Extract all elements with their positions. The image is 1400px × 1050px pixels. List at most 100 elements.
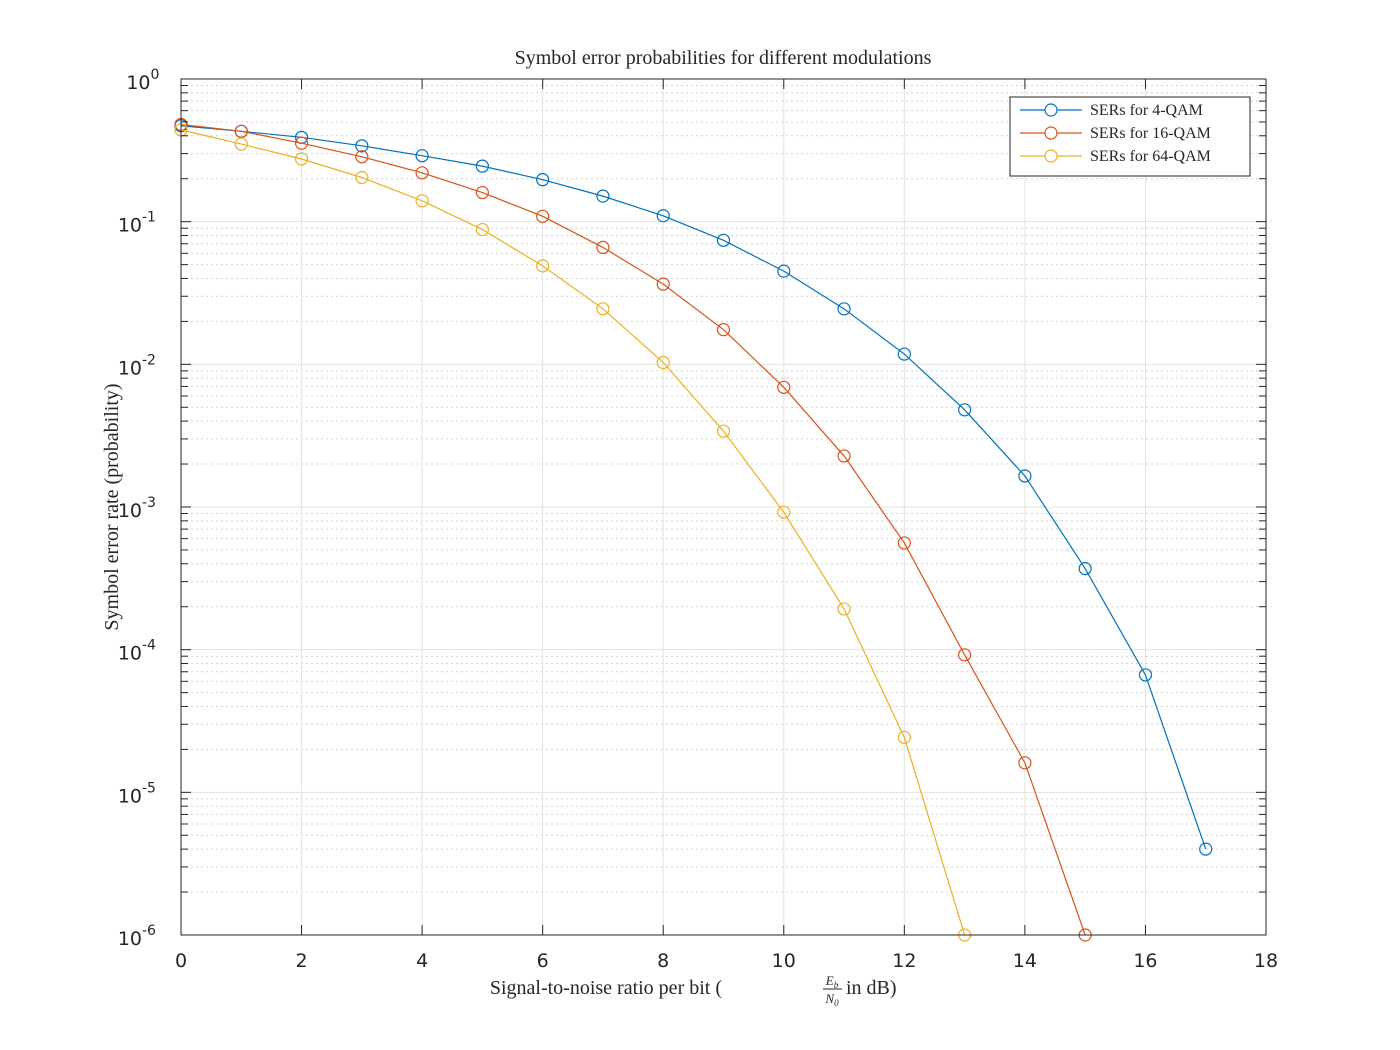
series-line: [180, 123, 1086, 936]
x-tick-label: 8: [657, 950, 669, 972]
data-point: [475, 222, 489, 237]
data-point: [716, 323, 731, 337]
data-point: [1138, 668, 1153, 682]
fraction-numerator: E: [825, 973, 834, 988]
y-tick-label-exponent: -2: [142, 352, 156, 368]
plot-area: 0 2 4 6 8 10 12 14 16 18 10 010 -110 -210 -310 -410 -51…: [118, 67, 1278, 972]
y-tick-label: 10 -6: [118, 923, 156, 950]
chart-title: Symbol error probabilities for different…: [515, 47, 932, 69]
data-point: [777, 505, 791, 519]
x-ticks: 0 2 4 6 8 10 12 14 16 18: [175, 79, 1278, 972]
data-point: [716, 233, 731, 247]
data-point: [897, 347, 911, 361]
x-tick-label: 10: [772, 950, 796, 972]
legend-marker: [1044, 149, 1058, 163]
series-line: [180, 129, 966, 936]
data-point: [897, 536, 911, 550]
data-point: [656, 355, 670, 370]
y-tick-label-exponent: -5: [142, 780, 156, 796]
legend-entry[interactable]: SERs for 4-QAM: [1020, 102, 1203, 119]
fraction-denominator: N: [824, 991, 835, 1006]
data-point: [958, 648, 972, 662]
data-point: [294, 136, 309, 150]
x-tick-label: 2: [296, 950, 308, 972]
series-line: [180, 125, 1207, 850]
y-tick-label: 10 -5: [118, 780, 156, 807]
data-point: [355, 139, 369, 153]
y-tick-label-base: 10: [118, 357, 142, 379]
x-tick-label: 4: [416, 950, 428, 972]
data-point: [656, 277, 670, 291]
legend[interactable]: SERs for 4-QAM SERs for 16-QAM SERs for 64…: [1009, 96, 1251, 177]
data-point: [837, 302, 851, 316]
data-point: [837, 602, 851, 616]
data-point: [475, 185, 489, 200]
y-tick-label-exponent: -4: [142, 638, 156, 654]
data-point: [1078, 562, 1092, 576]
y-tick-label: 10 -2: [118, 352, 156, 379]
data-point: [596, 302, 610, 316]
legend-label: SERs for 4-QAM: [1090, 102, 1203, 119]
data-point: [897, 730, 911, 744]
data-point: [234, 124, 248, 138]
data-point: [355, 150, 369, 164]
y-tick-label: 10 0: [126, 67, 159, 94]
y-tick-label: 10 -1: [118, 210, 156, 237]
data-point: [837, 449, 851, 463]
x-axis-label-main: Signal-to-noise ratio per bit (: [490, 977, 723, 999]
data-point: [777, 380, 791, 394]
x-axis-label-fraction: Eb N0: [823, 973, 842, 1008]
x-tick-label: 18: [1254, 950, 1278, 972]
data-point: [294, 152, 309, 166]
y-tick-label-base: 10: [118, 215, 142, 237]
fraction-numerator-sub: b: [834, 980, 839, 990]
legend-entry[interactable]: SERs for 64-QAM: [1020, 148, 1211, 165]
x-axis-label-tail: in dB): [846, 977, 897, 999]
data-point: [475, 159, 489, 173]
legend-label: SERs for 64-QAM: [1090, 148, 1211, 165]
y-tick-label-exponent: -6: [142, 923, 156, 939]
legend-marker: [1044, 126, 1058, 140]
svg-text:N0: N0: [824, 991, 839, 1008]
fraction-denominator-sub: 0: [834, 998, 839, 1008]
y-tick-label-base: 10: [118, 500, 142, 522]
data-point: [415, 149, 429, 163]
data-point: [1199, 842, 1213, 856]
data-point: [355, 170, 369, 185]
y-tick-label-base: 10: [118, 785, 142, 807]
x-tick-label: 14: [1013, 950, 1037, 972]
x-tick-label: 12: [892, 950, 916, 972]
x-tick-label: 6: [537, 950, 549, 972]
svg-text:Eb: Eb: [825, 973, 839, 990]
series-2: [174, 123, 972, 942]
y-tick-label-exponent: -3: [142, 495, 156, 511]
data-point: [536, 259, 550, 273]
data-point: [536, 173, 550, 187]
y-tick-label-exponent: -1: [142, 210, 156, 226]
series-layer: [174, 117, 1213, 942]
legend-label: SERs for 16-QAM: [1090, 125, 1211, 142]
data-point: [777, 264, 791, 278]
data-point: [415, 194, 429, 208]
legend-entry[interactable]: SERs for 16-QAM: [1020, 125, 1211, 142]
data-point: [536, 209, 550, 223]
y-tick-label-exponent: 0: [151, 67, 160, 83]
data-point: [656, 209, 670, 223]
y-tick-label-base: 10: [118, 928, 142, 950]
legend-items: SERs for 4-QAM SERs for 16-QAM SERs for 64…: [1020, 102, 1211, 165]
data-point: [1018, 469, 1032, 483]
data-point: [596, 240, 610, 255]
data-point: [234, 137, 248, 151]
data-point: [1018, 756, 1032, 770]
data-point: [716, 424, 731, 438]
y-tick-label: 10 -4: [118, 638, 156, 665]
x-axis-label: Signal-to-noise ratio per bit ( Eb N0 in…: [490, 973, 897, 1008]
y-tick-label: 10 -3: [118, 495, 156, 522]
minor-grid: [181, 85, 1266, 893]
series-1: [174, 117, 1092, 942]
legend-marker: [1044, 103, 1058, 117]
data-point: [415, 166, 429, 180]
x-tick-label: 0: [175, 950, 187, 972]
